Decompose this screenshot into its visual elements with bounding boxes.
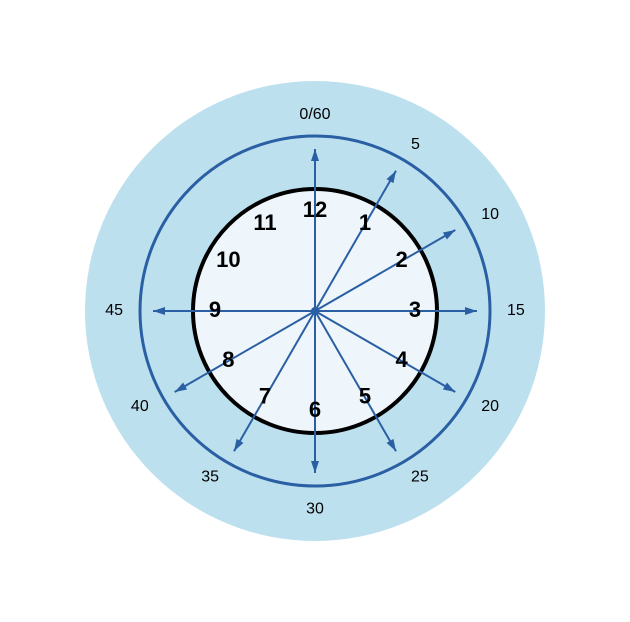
minute-label: 10 (481, 206, 499, 223)
hour-label: 7 (259, 383, 271, 408)
minute-label: 5 (411, 136, 420, 153)
minute-label: 40 (131, 398, 149, 415)
hour-label: 8 (222, 347, 234, 372)
hour-label: 1 (359, 210, 371, 235)
minute-label: 45 (105, 302, 123, 319)
hour-label: 11 (253, 210, 276, 235)
hour-label: 10 (216, 247, 240, 272)
hour-label: 5 (359, 383, 371, 408)
minute-label: 15 (507, 302, 525, 319)
hour-label: 3 (409, 297, 421, 322)
hour-label: 6 (309, 397, 321, 422)
minute-label: 20 (481, 398, 499, 415)
hour-label: 4 (395, 347, 408, 372)
minute-label: 30 (306, 500, 324, 517)
hour-label: 2 (395, 247, 407, 272)
hour-label: 9 (209, 297, 221, 322)
minute-label: 25 (411, 468, 429, 485)
hour-label: 12 (303, 197, 327, 222)
minute-label: 35 (201, 468, 219, 485)
minute-label: 0/60 (299, 106, 330, 123)
center-dot (311, 307, 319, 315)
